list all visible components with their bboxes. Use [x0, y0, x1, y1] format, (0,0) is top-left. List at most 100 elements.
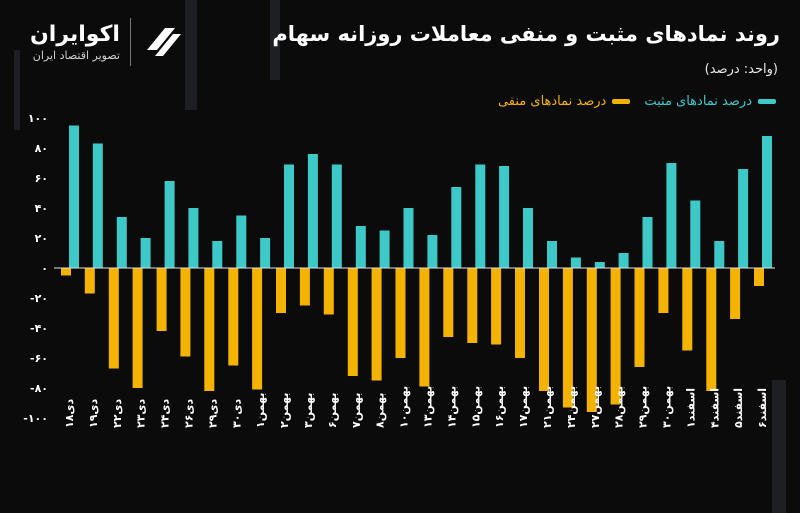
x-tick-label: بهمن۲۴	[565, 386, 578, 428]
bar-positive	[618, 253, 629, 268]
bar-negative	[586, 268, 597, 412]
bar-positive	[427, 235, 438, 268]
x-tick-label: دی۲۶	[182, 398, 195, 428]
bar-positive	[284, 164, 294, 268]
x-tick-label: بهمن۲۸	[613, 386, 626, 428]
x-tick-label: بهمن۱۵	[469, 386, 482, 428]
bar-positive	[260, 238, 271, 268]
bar-positive	[666, 163, 677, 268]
x-tick-label: بهمن۸	[374, 393, 387, 428]
bar-negative	[610, 268, 621, 405]
brand-logo: اکوایران تصویر اقتصاد ایران	[30, 18, 185, 66]
brand-tagline: تصویر اقتصاد ایران	[32, 49, 120, 62]
bar-negative	[371, 268, 382, 381]
y-tick-label: -۱۰۰	[23, 412, 48, 425]
bar-negative	[323, 268, 334, 315]
y-tick-label: -۶۰	[30, 352, 48, 365]
bar-negative	[491, 268, 502, 345]
x-tick-label: دی۲۲	[111, 398, 124, 428]
x-tick-label: دی۱۹	[87, 398, 100, 428]
y-tick-label: ۶۰	[35, 172, 48, 185]
legend-swatch-negative	[612, 99, 631, 104]
x-tick-label: اسفند۵	[732, 388, 745, 428]
background-decoration	[772, 380, 786, 513]
bar-positive	[212, 241, 223, 268]
bar-positive	[451, 187, 462, 268]
x-tick-label: اسفند۴	[708, 388, 721, 428]
legend-label-negative: درصد نمادهای منفی	[497, 94, 607, 109]
bar-negative	[132, 268, 143, 388]
x-tick-label: بهمن۱۳	[421, 386, 434, 428]
y-tick-label: -۴۰	[30, 322, 48, 335]
x-tick-label: بهمن۶	[326, 393, 339, 428]
y-tick-label: ۲۰	[35, 232, 48, 245]
logo-divider	[129, 18, 131, 66]
legend-item-negative: درصد نمادهای منفی	[497, 94, 631, 109]
brand-name: اکوایران	[30, 22, 120, 47]
x-tick-label: بهمن۱	[254, 393, 267, 428]
bar-positive	[140, 238, 151, 268]
ecoiran-logo-icon	[146, 28, 181, 56]
bar-negative	[228, 268, 239, 366]
bar-negative	[706, 268, 717, 391]
y-tick-label: -۸۰	[30, 382, 48, 395]
x-tick-label: بهمن۲۱	[541, 386, 554, 428]
bar-positive	[379, 230, 390, 268]
x-tick-label: اسفند۱	[684, 388, 697, 428]
x-tick-label: بهمن۲	[278, 393, 291, 428]
bar-negative	[180, 268, 191, 357]
bar-negative	[84, 268, 95, 294]
bar-positive	[475, 164, 486, 268]
x-tick-label: بهمن۳	[302, 393, 315, 428]
bar-positive	[307, 154, 318, 268]
bar-negative	[515, 268, 525, 358]
bar-positive	[355, 226, 366, 268]
x-tick-label: بهمن۲۹	[637, 386, 650, 428]
bar-negative	[443, 268, 454, 337]
bar-negative	[682, 268, 693, 351]
x-tick-label: بهمن۱۴	[445, 386, 458, 428]
bar-positive	[547, 241, 557, 268]
bar-negative	[347, 268, 358, 376]
y-tick-label: -۲۰	[30, 292, 48, 305]
bar-negative	[299, 268, 310, 306]
y-tick-label: ۱۰۰	[28, 112, 48, 125]
bar-negative	[61, 268, 71, 276]
x-tick-label: دی۳۰	[230, 398, 243, 428]
bar-positive	[523, 208, 533, 268]
bar-negative	[634, 268, 645, 367]
chart-unit: (واحد: درصد)	[704, 62, 778, 77]
bar-negative	[108, 268, 119, 369]
chart-legend: درصد نمادهای مثبت درصد نمادهای منفی	[498, 94, 776, 109]
bar-positive	[236, 215, 247, 268]
legend-label-positive: درصد نمادهای مثبت	[644, 94, 752, 109]
bar-negative	[658, 268, 669, 313]
bar-positive	[69, 125, 79, 268]
x-tick-label: دی۱۸	[63, 398, 76, 428]
bar-positive	[762, 136, 772, 268]
x-tick-label: بهمن۲۷	[589, 386, 602, 428]
y-tick-label: ۴۰	[35, 202, 48, 215]
legend-item-positive: درصد نمادهای مثبت	[644, 94, 776, 109]
bar-negative	[730, 268, 741, 319]
bar-negative	[276, 268, 286, 313]
x-tick-label: بهمن۳۰	[660, 386, 673, 428]
bar-positive	[116, 217, 127, 268]
x-tick-label: بهمن۷	[350, 393, 363, 428]
y-tick-label: ۸۰	[35, 142, 48, 155]
background-decoration	[270, 0, 280, 80]
bar-negative	[539, 268, 549, 391]
x-tick-label: دی۲۴	[159, 398, 172, 428]
bar-negative	[754, 268, 764, 286]
bar-positive	[570, 257, 581, 268]
background-decoration	[185, 0, 197, 110]
chart-title: روند نمادهای مثبت و منفی معاملات روزانه …	[272, 22, 780, 46]
bar-positive	[403, 208, 414, 268]
legend-swatch-positive	[758, 99, 776, 104]
bar-positive	[690, 200, 701, 268]
bar-positive	[594, 262, 605, 268]
x-tick-label: اسفند۶	[756, 388, 769, 428]
bar-positive	[714, 241, 725, 268]
bar-negative	[156, 268, 167, 331]
